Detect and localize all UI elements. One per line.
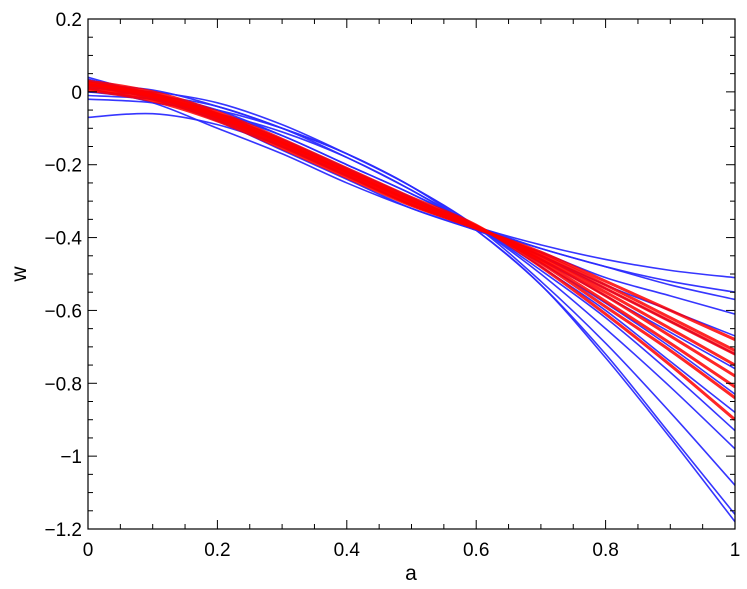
series-layer	[88, 76, 735, 523]
y-axis-label: w	[8, 266, 31, 283]
y-tick-label-6: −1	[60, 447, 82, 468]
y-tick-label-7: −1.2	[44, 520, 82, 541]
series-line-4	[88, 87, 735, 337]
x-axis-label: a	[405, 562, 417, 585]
y-tick-label-1: 0	[71, 83, 82, 104]
y-tick-label-3: −0.4	[44, 229, 82, 250]
series-line-6	[88, 83, 735, 414]
series-line-21	[88, 81, 735, 389]
series-line-16	[88, 81, 735, 400]
ticks-layer: 0 0.2 0.4 0.6 0.8 1 0.2 0 −0.2 −0.4 −0.6 −0.8 −1 −1.2	[44, 10, 740, 561]
y-tick-label-2: −0.2	[44, 156, 82, 177]
series-line-8	[88, 91, 735, 486]
y-tick-label-5: −0.8	[44, 374, 82, 395]
x-tick-label-2: 0.4	[334, 540, 361, 561]
x-tick-label-1: 0.2	[204, 540, 230, 561]
x-tick-label-5: 1	[730, 540, 741, 561]
series-line-11	[88, 80, 735, 395]
x-tick-label-3: 0.6	[463, 540, 489, 561]
series-line-18	[88, 79, 735, 421]
y-tick-label-4: −0.6	[44, 301, 82, 322]
x-tick-label-4: 0.8	[592, 540, 618, 561]
series-line-19	[88, 88, 735, 352]
series-line-13	[88, 91, 735, 432]
series-line-14	[88, 83, 735, 378]
y-tick-label-0: 0.2	[56, 10, 82, 31]
x-tick-label-0: 0	[83, 540, 94, 561]
